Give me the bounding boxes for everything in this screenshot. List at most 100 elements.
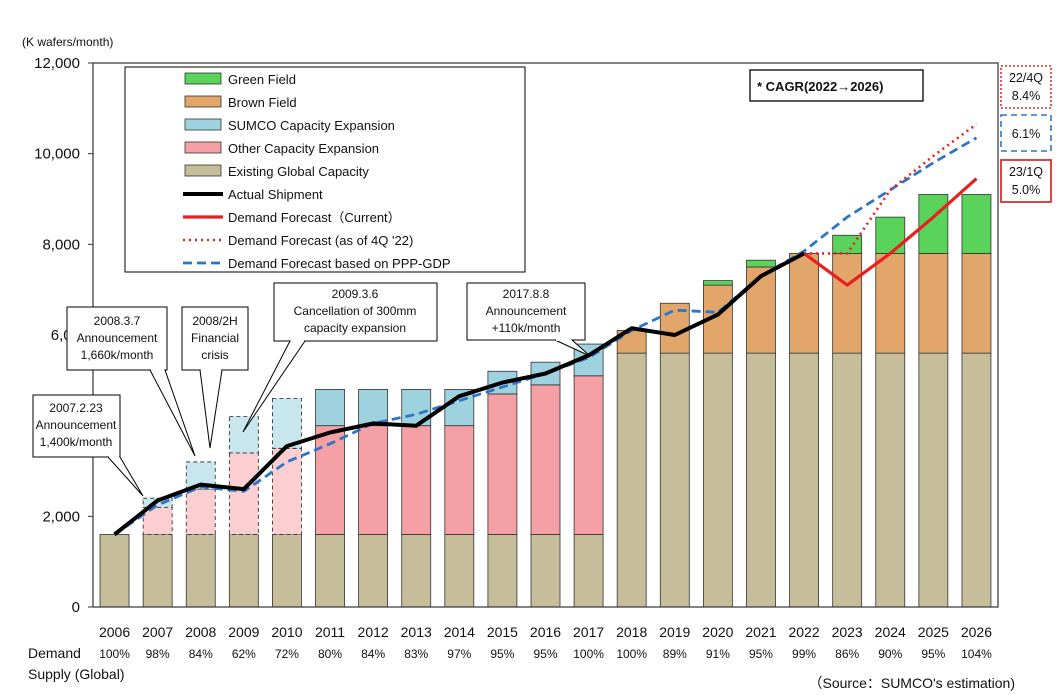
legend-swatch	[184, 72, 222, 85]
legend-entry-label: Demand Forecast（Current）	[228, 210, 401, 225]
y-tick-label: 0	[72, 599, 80, 616]
cagr-title: * CAGR(2022→2026)	[757, 79, 883, 94]
bar-segment-2019	[659, 352, 690, 608]
bar-segment-2024	[875, 252, 906, 354]
legend-swatch	[184, 164, 222, 177]
bar-segment-2014	[444, 534, 475, 608]
annotation-2009-line3: capacity expansion	[304, 321, 406, 335]
x-tick-label: 2021	[745, 624, 776, 640]
bar-segment-2018	[616, 352, 647, 608]
ratio-label: 100%	[99, 647, 130, 661]
x-tick-label: 2015	[487, 624, 518, 640]
x-tick-label: 2026	[961, 624, 992, 640]
bar-segment-2011	[315, 388, 345, 427]
y-tick-label: 12,000	[34, 55, 80, 72]
bar-segment-2021	[746, 352, 776, 608]
annotation-2008a-line3: 1,660k/month	[81, 348, 154, 362]
ratio-label: 62%	[232, 647, 256, 661]
annotation-2007-line1: 2007.2.23	[49, 401, 103, 415]
x-tick-label: 2013	[401, 624, 432, 640]
ratio-label: 83%	[404, 647, 428, 661]
cagr-box-22-4q: 22/4Q 8.4%	[1000, 65, 1052, 109]
ratio-label: 72%	[275, 647, 299, 661]
annotation-2007-line2: Announcement	[36, 418, 117, 432]
cagr-22-4q-value: 8.4%	[1012, 89, 1041, 103]
bar-segment-2012	[358, 388, 389, 427]
x-tick-label: 2007	[142, 624, 173, 640]
legend-entry-label: Demand Forecast (as of 4Q '22)	[228, 233, 413, 248]
bar-segment-2020	[702, 352, 733, 608]
legend-swatch	[184, 95, 222, 108]
legend-swatch	[184, 141, 222, 154]
bar-segment-2006	[99, 534, 130, 608]
bar-segment-2009	[228, 534, 259, 608]
bar-segment-2008	[185, 534, 216, 608]
ratio-row-label-demand: Demand	[28, 645, 81, 661]
annotation-2008a-line2: Announcement	[77, 331, 158, 345]
x-tick-label: 2014	[444, 624, 475, 640]
line-actual-shipment	[113, 251, 806, 537]
annotation-2009-line1: 2009.3.6	[332, 287, 379, 301]
bar-segment-2023	[832, 352, 863, 608]
legend-entry-label: Demand Forecast based on PPP-GDP	[228, 256, 451, 271]
legend-entry-label: Actual Shipment	[228, 187, 323, 202]
bar-segment-2024	[875, 216, 906, 254]
ratio-label: 84%	[189, 647, 213, 661]
annotation-2008-announcement: 2008.3.7 Announcement 1,660k/month	[66, 306, 196, 457]
x-tick-label: 2020	[702, 624, 733, 640]
bar-segment-2017	[573, 375, 604, 535]
annotation-2017-line3: +110k/month	[492, 321, 561, 335]
ratio-label: 95%	[921, 647, 945, 661]
x-tick-label: 2009	[228, 624, 259, 640]
line-demand-forecast-as-of-4q-22-	[804, 123, 978, 255]
cagr-23-1q-value: 5.0%	[1012, 183, 1041, 197]
annotation-2017-line1: 2017.8.8	[503, 287, 550, 301]
bar-segment-2021	[746, 259, 776, 268]
ratio-label: 97%	[447, 647, 471, 661]
x-tick-label: 2016	[530, 624, 561, 640]
annotation-2007: 2007.2.23 Announcement 1,400k/month	[32, 394, 144, 497]
ratio-label: 100%	[616, 647, 647, 661]
x-tick-label: 2008	[185, 624, 216, 640]
bar-segment-2012	[358, 534, 389, 608]
bar-segment-2026	[961, 252, 992, 354]
ratio-label: 86%	[835, 647, 859, 661]
annotation-2008-crisis: 2008/2H Financial crisis	[181, 306, 249, 449]
source-note: （Source：SUMCO's estimation)	[809, 675, 1016, 691]
ratio-label: 100%	[573, 647, 604, 661]
x-tick-label: 2006	[99, 624, 130, 640]
legend-swatch	[184, 118, 222, 131]
y-tick-label: 8,000	[42, 236, 80, 253]
x-tick-label: 2019	[659, 624, 690, 640]
legend-entry-label: Existing Global Capacity	[228, 164, 369, 179]
x-tick-label: 2012	[358, 624, 389, 640]
x-tick-label: 2025	[918, 624, 949, 640]
cagr-22-4q-label: 22/4Q	[1009, 71, 1043, 85]
ratio-label: 89%	[663, 647, 687, 661]
annotation-crisis-line3: crisis	[201, 348, 228, 362]
bar-segment-2013	[401, 534, 432, 608]
bar-segment-2015	[487, 393, 518, 535]
legend-entry-label: Other Capacity Expansion	[228, 141, 379, 156]
ratio-label: 80%	[318, 647, 342, 661]
tick-labels-layer: 02,0006,008,00010,00012,0002006100%20079…	[34, 55, 992, 661]
ratio-label: 90%	[878, 647, 902, 661]
bar-segment-2022	[789, 352, 819, 608]
legend-entry-label: SUMCO Capacity Expansion	[228, 118, 395, 133]
ratio-label: 104%	[961, 647, 992, 661]
bar-segment-2010	[272, 534, 302, 608]
bar-segment-2015	[487, 534, 518, 608]
bar-segment-2011	[315, 425, 345, 535]
ratio-label: 98%	[146, 647, 170, 661]
legend-entry-label: Green Field	[228, 72, 296, 87]
cagr-title-box: * CAGR(2022→2026)	[749, 69, 924, 102]
bar-segment-2012	[358, 425, 389, 535]
bar-segment-2007	[142, 534, 173, 608]
ratio-label: 95%	[533, 647, 557, 661]
legend: Green Field Brown Field SUMCO Capacity Exp…	[124, 66, 526, 273]
bar-segment-2021	[746, 266, 776, 354]
annotation-2008a-line1: 2008.3.7	[94, 314, 141, 328]
bar-segment-2025	[918, 352, 949, 608]
annotation-crisis-line2: Financial	[191, 331, 239, 345]
